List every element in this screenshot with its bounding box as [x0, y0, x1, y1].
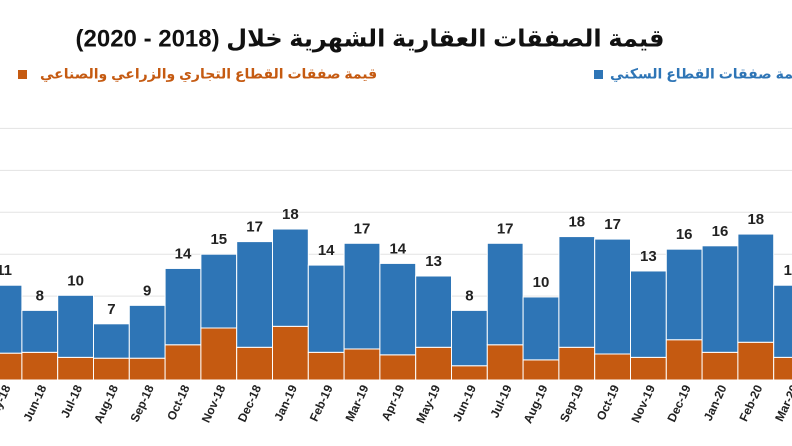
bar-segment	[486, 344, 524, 381]
total-label: 14	[318, 242, 335, 259]
bar-segment	[522, 296, 560, 361]
total-label: 11	[0, 262, 12, 279]
bar-segment	[558, 346, 596, 381]
bar-segment	[773, 284, 792, 358]
total-label: 10	[67, 272, 84, 289]
bar-segment	[486, 242, 524, 346]
x-tick-label: Sep-19	[557, 382, 586, 424]
total-label: 17	[497, 220, 514, 237]
bar-segment	[128, 304, 166, 359]
bar-segment	[200, 253, 238, 329]
total-label: 7	[107, 301, 115, 318]
x-tick-label: Feb-20	[736, 382, 765, 423]
total-label: 18	[282, 206, 299, 223]
total-label: 10	[533, 274, 550, 291]
bar-segment	[701, 245, 739, 353]
bar-segment	[451, 309, 488, 367]
bar-segment	[594, 353, 632, 381]
bar-segment	[93, 357, 130, 381]
x-tick-label: Feb-19	[307, 382, 336, 423]
x-tick-label: Nov-19	[628, 382, 658, 424]
bar-segment	[665, 248, 703, 341]
total-label: 17	[604, 216, 621, 233]
x-tick-label: Dec-18	[235, 382, 264, 424]
x-tick-label: Aug-19	[521, 382, 551, 425]
bar-segment	[307, 351, 345, 381]
total-label: 16	[676, 226, 693, 243]
x-tick-label: Sep-18	[127, 382, 156, 424]
legend-label: قيمة صفقات القطاع السكني	[610, 66, 792, 83]
total-label: 17	[354, 220, 371, 237]
bar-segment	[343, 242, 381, 350]
bar-segment	[737, 233, 775, 343]
x-tick-label: Dec-19	[664, 382, 693, 424]
bar-segment	[522, 359, 560, 381]
bar-segment	[21, 309, 59, 353]
bar-segment	[236, 241, 273, 348]
x-tick-label: Jan-19	[271, 382, 300, 423]
x-tick-label: May-18	[0, 382, 14, 425]
bar-segment	[415, 346, 453, 381]
x-tick-label: Oct-18	[164, 382, 193, 422]
total-label: 13	[640, 248, 657, 265]
total-label: 14	[389, 240, 406, 257]
x-tick-label: May-19	[413, 382, 443, 425]
bar-segment	[93, 323, 130, 359]
total-label: 13	[425, 253, 442, 270]
bar-segment	[164, 267, 202, 346]
legend-label: قيمة صفقات القطاع التجاري والزراعي والصن…	[40, 66, 377, 84]
bar-segment	[164, 344, 202, 381]
bar-segment	[773, 356, 792, 381]
bar-segment	[737, 341, 775, 381]
total-label: 14	[175, 245, 192, 262]
bar-segment	[200, 327, 238, 381]
bar-segment	[665, 339, 703, 381]
bar-segment	[57, 356, 94, 381]
total-label: 11	[784, 262, 792, 279]
bar-segment	[630, 270, 667, 358]
bar-segment	[630, 356, 667, 381]
x-tick-label: Apr-19	[379, 382, 408, 423]
x-tick-label: Jun-19	[450, 382, 479, 423]
bar-segment	[379, 354, 417, 381]
bar-segment	[21, 351, 59, 381]
total-label: 9	[143, 282, 151, 299]
total-label: 8	[465, 287, 473, 304]
x-tick-label: Aug-18	[91, 382, 121, 425]
x-tick-label: Jul-18	[58, 382, 85, 420]
bar-segment	[236, 346, 273, 381]
bar-segment	[558, 236, 596, 348]
bar-segment	[594, 238, 632, 355]
x-tick-label: Mar-19	[343, 382, 372, 423]
total-label: 17	[246, 219, 263, 236]
total-label: 16	[712, 223, 729, 240]
bar-segment	[307, 264, 345, 353]
bar-segment	[343, 348, 381, 381]
x-tick-label: Mar-20	[772, 382, 792, 423]
bar-segment	[451, 365, 488, 381]
x-tick-label: Jan-20	[701, 382, 730, 423]
bar-segment	[272, 228, 309, 327]
bar-segment	[0, 352, 23, 381]
x-tick-label: Jun-18	[20, 382, 49, 423]
bar-segment	[415, 275, 453, 348]
legend-swatch	[18, 70, 27, 79]
bar-segment	[272, 325, 309, 381]
bar-segment	[128, 357, 166, 381]
bar-segment	[57, 294, 94, 358]
x-tick-label: Oct-19	[594, 382, 623, 422]
chart-title: قيمة الصفقات العقارية الشهرية خلال (2018…	[76, 25, 665, 52]
total-label: 18	[568, 214, 585, 231]
total-label: 18	[747, 211, 764, 228]
bar-segment	[0, 284, 23, 354]
x-tick-label: Jul-19	[487, 382, 514, 420]
bar-segment	[379, 262, 417, 356]
bar-segment	[701, 351, 739, 381]
x-tick-label: Nov-18	[199, 382, 229, 424]
total-label: 8	[36, 287, 44, 304]
total-label: 15	[210, 231, 227, 248]
legend-swatch	[594, 70, 603, 79]
